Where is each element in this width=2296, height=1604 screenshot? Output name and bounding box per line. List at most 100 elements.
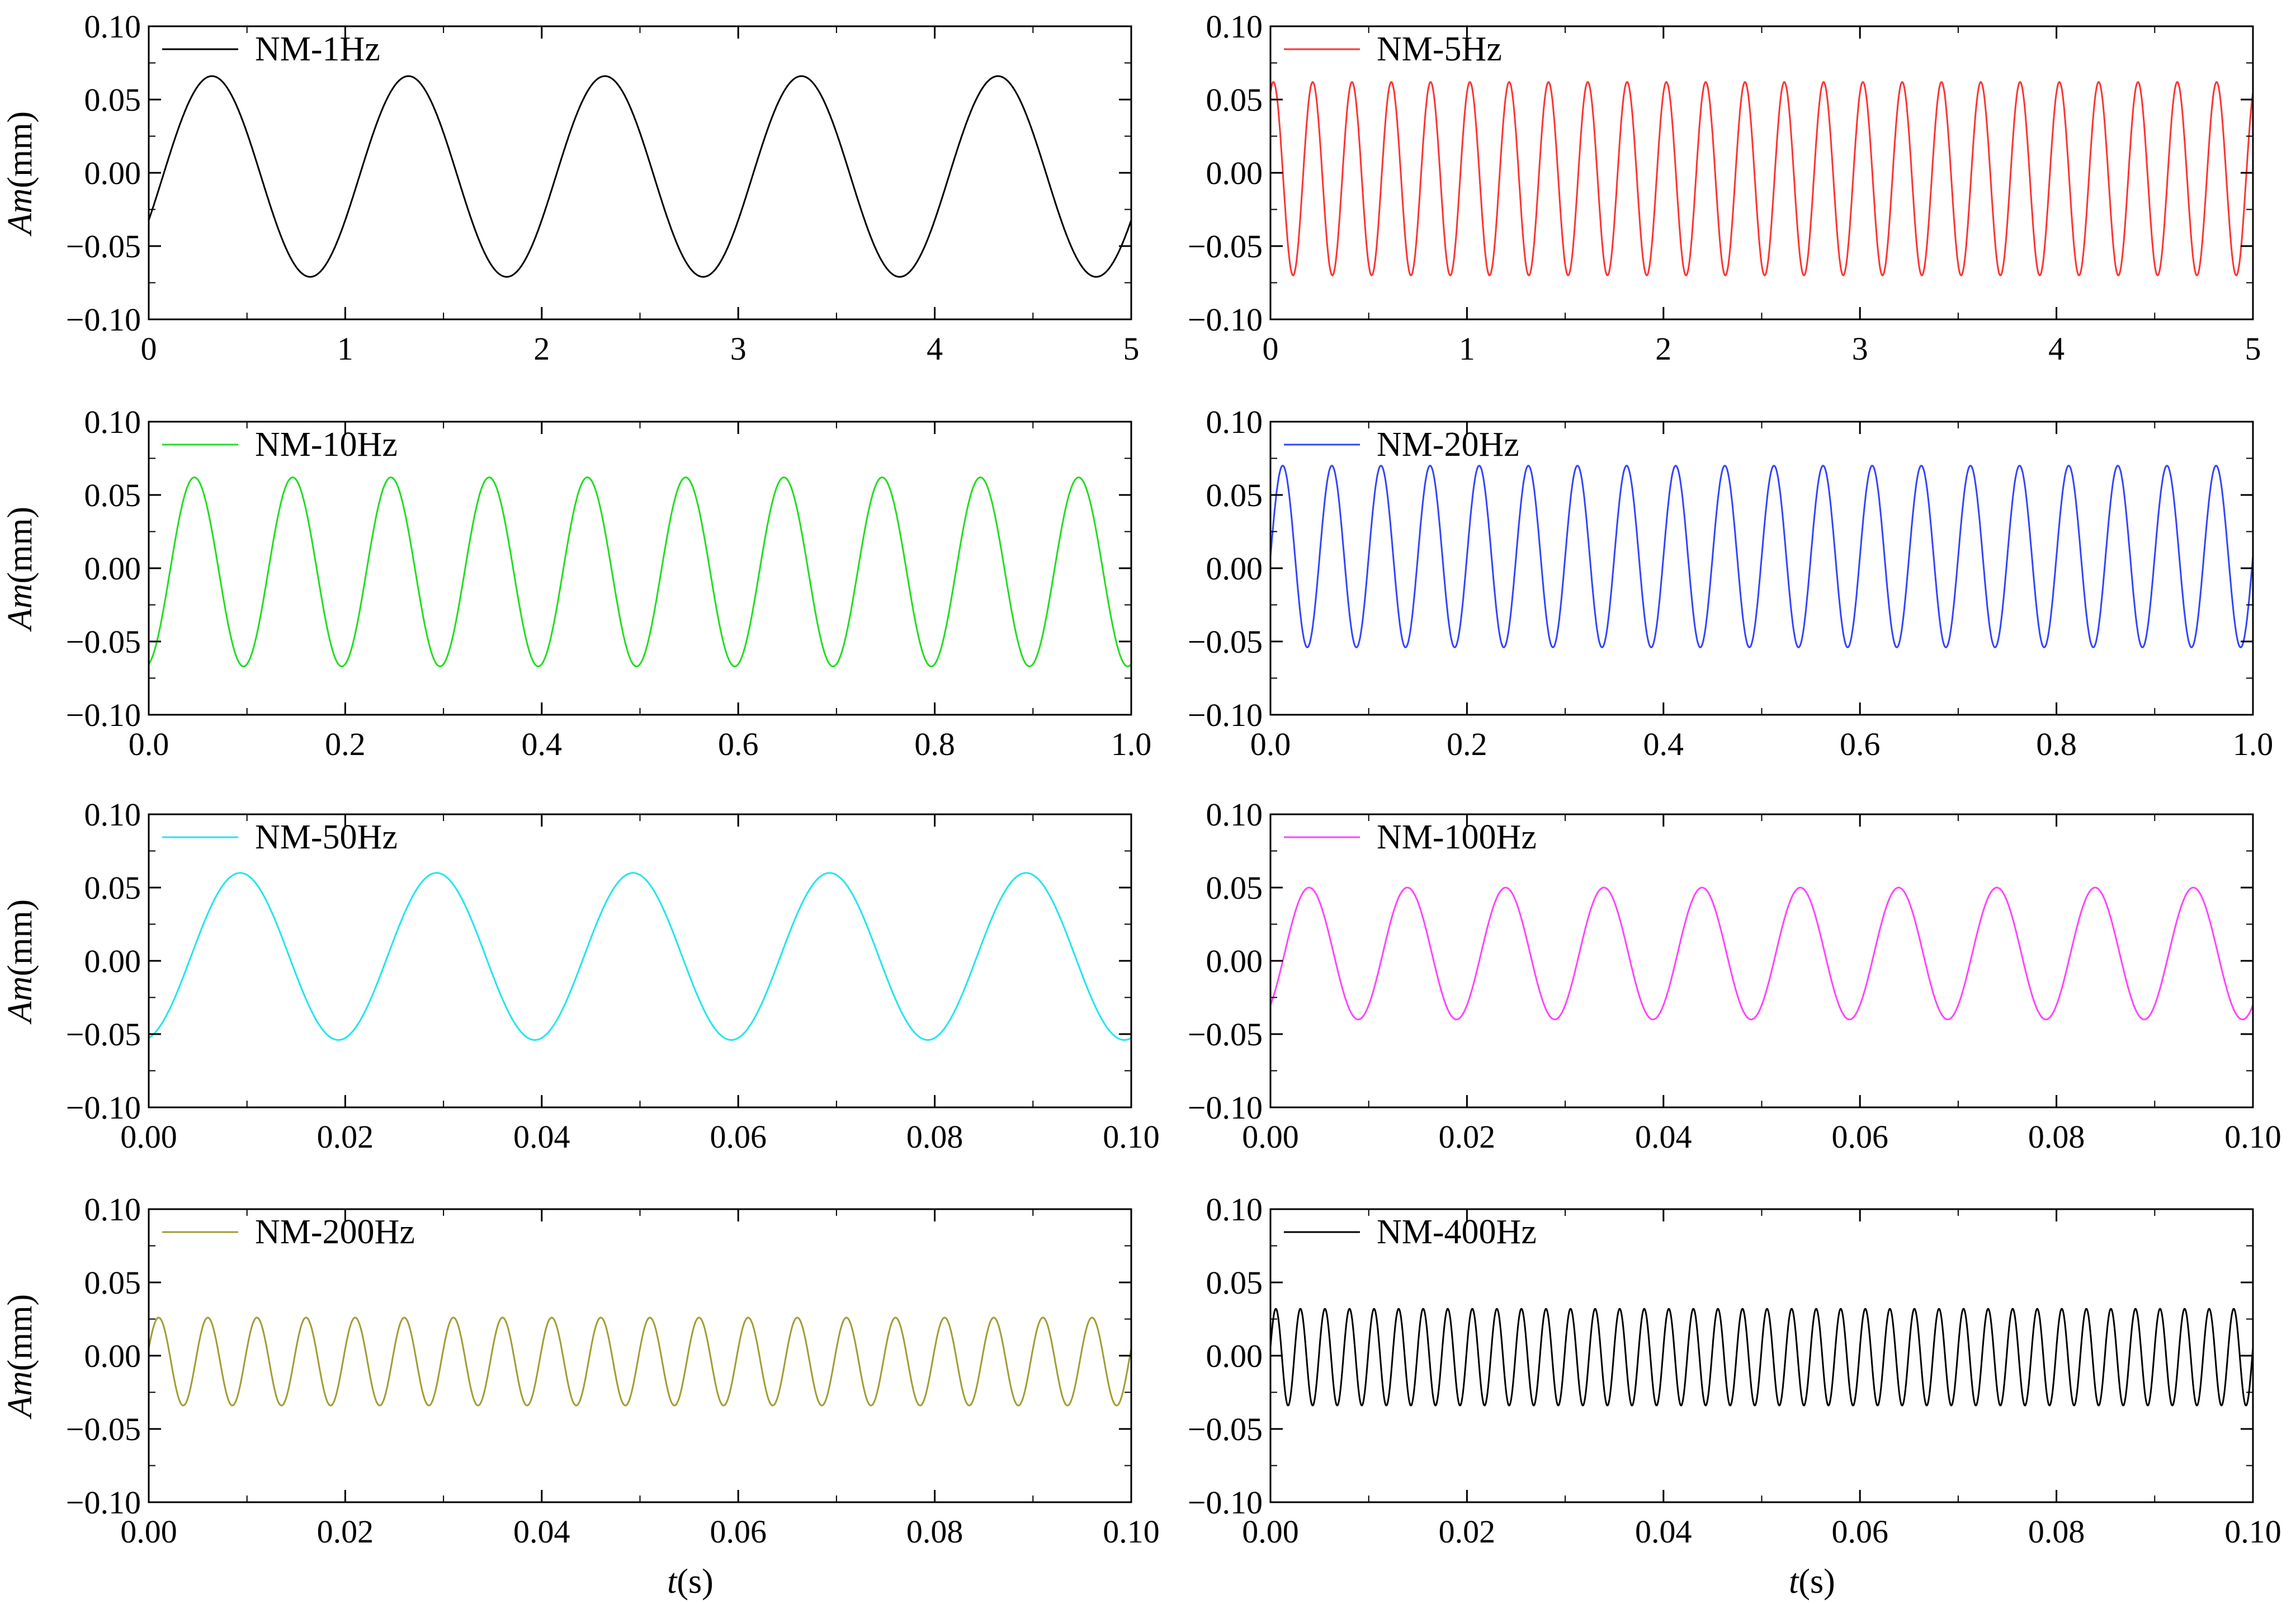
x-tick-label: 0.02	[317, 1119, 374, 1155]
y-tick-label: −0.10	[66, 1089, 141, 1126]
x-tick-label: 0.00	[120, 1513, 177, 1550]
series-line-8	[1269, 1308, 2254, 1407]
legend-label: NM-400Hz	[1377, 1213, 1537, 1251]
x-tick-label: 1.0	[2233, 726, 2274, 762]
y-tick-label: 0.10	[1206, 1191, 1263, 1228]
y-tick-label: 0.05	[1206, 82, 1263, 118]
x-axis-label: t(s)	[1789, 1563, 1835, 1601]
x-tick-label: 0.8	[2036, 726, 2077, 762]
x-tick-label: 0	[141, 331, 157, 367]
y-tick-label: 0.00	[1206, 550, 1263, 587]
x-tick-label: 4	[927, 331, 943, 367]
y-axis-label: Am(mm)	[1, 899, 39, 1025]
y-tick-label: 0.05	[1206, 477, 1263, 513]
x-tick-label: 0.6	[718, 726, 759, 762]
series-line-7	[148, 1317, 1132, 1407]
y-tick-label: 0.05	[84, 82, 141, 118]
y-tick-label: 0.05	[84, 477, 141, 513]
y-tick-label: 0.05	[84, 1265, 141, 1301]
legend-label: NM-50Hz	[255, 818, 398, 856]
chart-panel-3: 0.10 0.05 0.00 −0.05 −0.100.0 0.2 0.4 0.6 0.8 1.0…	[1, 404, 1151, 762]
legend-label: NM-1Hz	[255, 30, 380, 68]
x-tick-label: 0.08	[2028, 1513, 2085, 1550]
plot-frame	[1269, 813, 2254, 1108]
y-tick-label: 0.00	[84, 1338, 141, 1374]
y-tick-label: −0.05	[66, 1016, 141, 1053]
x-tick-label: 0.4	[1643, 726, 1684, 762]
x-tick-label: 0.00	[120, 1119, 177, 1155]
series-line-5	[148, 872, 1132, 1041]
x-tick-label: 0.0	[129, 726, 169, 762]
y-tick-label: 0.10	[84, 1191, 141, 1228]
x-tick-label: 0.06	[1831, 1513, 1888, 1550]
y-axis-label: Am(mm)	[1, 1294, 39, 1419]
x-tick-label: 1	[1459, 331, 1475, 367]
legend-label: NM-10Hz	[255, 426, 398, 464]
x-tick-label: 0.08	[906, 1513, 963, 1550]
chart-panel-8: 0.100.050.00−0.05−0.100.00 0.02 0.04 0.06 0.…	[1188, 1191, 2281, 1601]
plot-frame	[148, 421, 1132, 716]
y-tick-label: 0.00	[1206, 1338, 1263, 1374]
x-tick-label: 0.02	[1439, 1119, 1496, 1155]
y-axis-label: Am(mm)	[1, 111, 39, 237]
x-tick-label: 0.2	[1447, 726, 1487, 762]
legend-label: NM-100Hz	[1377, 818, 1537, 856]
y-tick-label: 0.05	[1206, 870, 1263, 906]
y-tick-label: −0.05	[1188, 1016, 1263, 1053]
y-tick-label: 0.10	[84, 8, 141, 45]
plot-frame	[148, 25, 1132, 320]
y-tick-label: −0.10	[1188, 301, 1263, 338]
x-tick-label: 3	[730, 331, 747, 367]
y-tick-label: −0.05	[1188, 228, 1263, 265]
x-tick-label: 0.2	[325, 726, 366, 762]
x-tick-label: 0.04	[1635, 1513, 1692, 1550]
chart-panel-5: 0.100.050.00−0.05−0.100.00 0.02 0.04 0.06 0.…	[1, 796, 1160, 1155]
y-tick-label: 0.10	[1206, 404, 1263, 440]
plot-frame	[148, 813, 1132, 1108]
x-tick-label: 5	[1123, 331, 1140, 367]
x-tick-label: 0.10	[2224, 1119, 2281, 1155]
x-tick-label: 2	[533, 331, 550, 367]
y-tick-label: 0.00	[84, 155, 141, 191]
x-tick-label: 0.4	[522, 726, 563, 762]
y-tick-label: 0.05	[84, 870, 141, 906]
x-tick-label: 5	[2245, 331, 2261, 367]
y-tick-label: 0.05	[1206, 1265, 1263, 1301]
y-tick-label: 0.10	[84, 796, 141, 833]
y-tick-label: −0.10	[1188, 1484, 1263, 1521]
series-line-1	[148, 75, 1132, 278]
series-line-2	[1269, 81, 2254, 276]
x-tick-label: 0.02	[1439, 1513, 1496, 1550]
x-tick-label: 0.06	[1831, 1119, 1888, 1155]
x-tick-label: 0	[1263, 331, 1279, 367]
x-tick-label: 3	[1852, 331, 1868, 367]
plot-frame	[148, 1208, 1132, 1503]
x-tick-label: 0.04	[1635, 1119, 1692, 1155]
x-tick-label: 0.00	[1242, 1513, 1299, 1550]
y-tick-label: 0.10	[1206, 8, 1263, 45]
x-tick-label: 0.00	[1242, 1119, 1299, 1155]
x-tick-label: 0.08	[2028, 1119, 2085, 1155]
chart-panel-2: 0.10 0.05 0.00 −0.05 −0.100 1 2 3 4 5 NM-5Hz	[1188, 8, 2261, 367]
y-tick-label: −0.05	[66, 1411, 141, 1447]
x-tick-label: 0.10	[2224, 1513, 2281, 1550]
series-line-4	[1269, 465, 2254, 648]
chart-panel-1: 0.10 0.05 0.00 −0.05 −0.100 1 2 3 4 5 NM-1Hz Am(mm)	[1, 8, 1140, 367]
legend-label: NM-5Hz	[1377, 30, 1502, 68]
legend-label: NM-200Hz	[255, 1213, 415, 1251]
y-tick-label: 0.00	[84, 943, 141, 979]
x-tick-label: 0.08	[906, 1119, 963, 1155]
chart-panel-6: 0.100.050.00−0.05−0.100.00 0.02 0.04 0.06 0.…	[1188, 796, 2281, 1155]
y-tick-label: −0.05	[1188, 1411, 1263, 1447]
x-tick-label: 2	[1655, 331, 1671, 367]
y-tick-label: −0.10	[1188, 697, 1263, 733]
x-tick-label: 0.10	[1103, 1513, 1160, 1550]
y-tick-label: 0.10	[84, 404, 141, 440]
y-tick-label: 0.00	[1206, 155, 1263, 191]
series-line-3	[148, 477, 1132, 667]
x-tick-label: 0.0	[1250, 726, 1291, 762]
y-tick-label: −0.05	[1188, 624, 1263, 660]
x-tick-label: 1.0	[1111, 726, 1152, 762]
y-tick-label: −0.10	[66, 697, 141, 733]
y-axis-label: Am(mm)	[1, 507, 39, 632]
